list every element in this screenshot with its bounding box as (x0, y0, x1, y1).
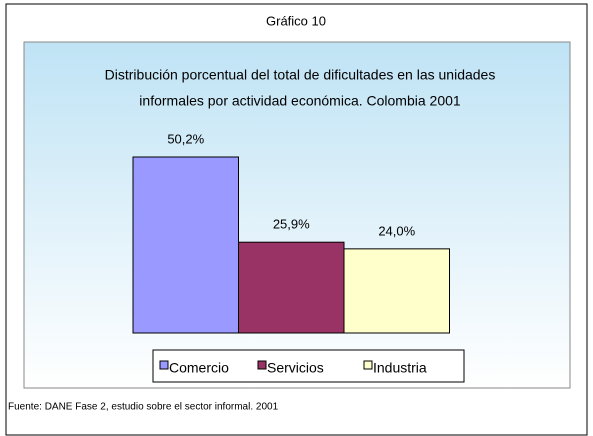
legend (152, 349, 465, 383)
legend-swatch (257, 360, 267, 370)
data-label: 25,9% (273, 217, 310, 232)
bar (343, 248, 450, 334)
legend-swatch (363, 360, 373, 370)
legend-swatch (159, 360, 169, 370)
source-note: Fuente: DANE Fase 2, estudio sobre el se… (8, 402, 279, 413)
bar (238, 241, 345, 334)
chart-title: Distribución porcentual del total de dif… (105, 67, 496, 83)
legend-label: Industria (373, 360, 427, 376)
chart-title: informales por actividad económica. Colo… (139, 93, 461, 109)
data-label: 24,0% (378, 223, 415, 238)
data-label: 50,2% (167, 131, 204, 146)
frame (5, 3, 588, 436)
legend-label: Servicios (267, 360, 324, 376)
bar (132, 156, 239, 334)
chart-header: Gráfico 10 (266, 13, 326, 28)
legend-label: Comercio (169, 360, 229, 376)
